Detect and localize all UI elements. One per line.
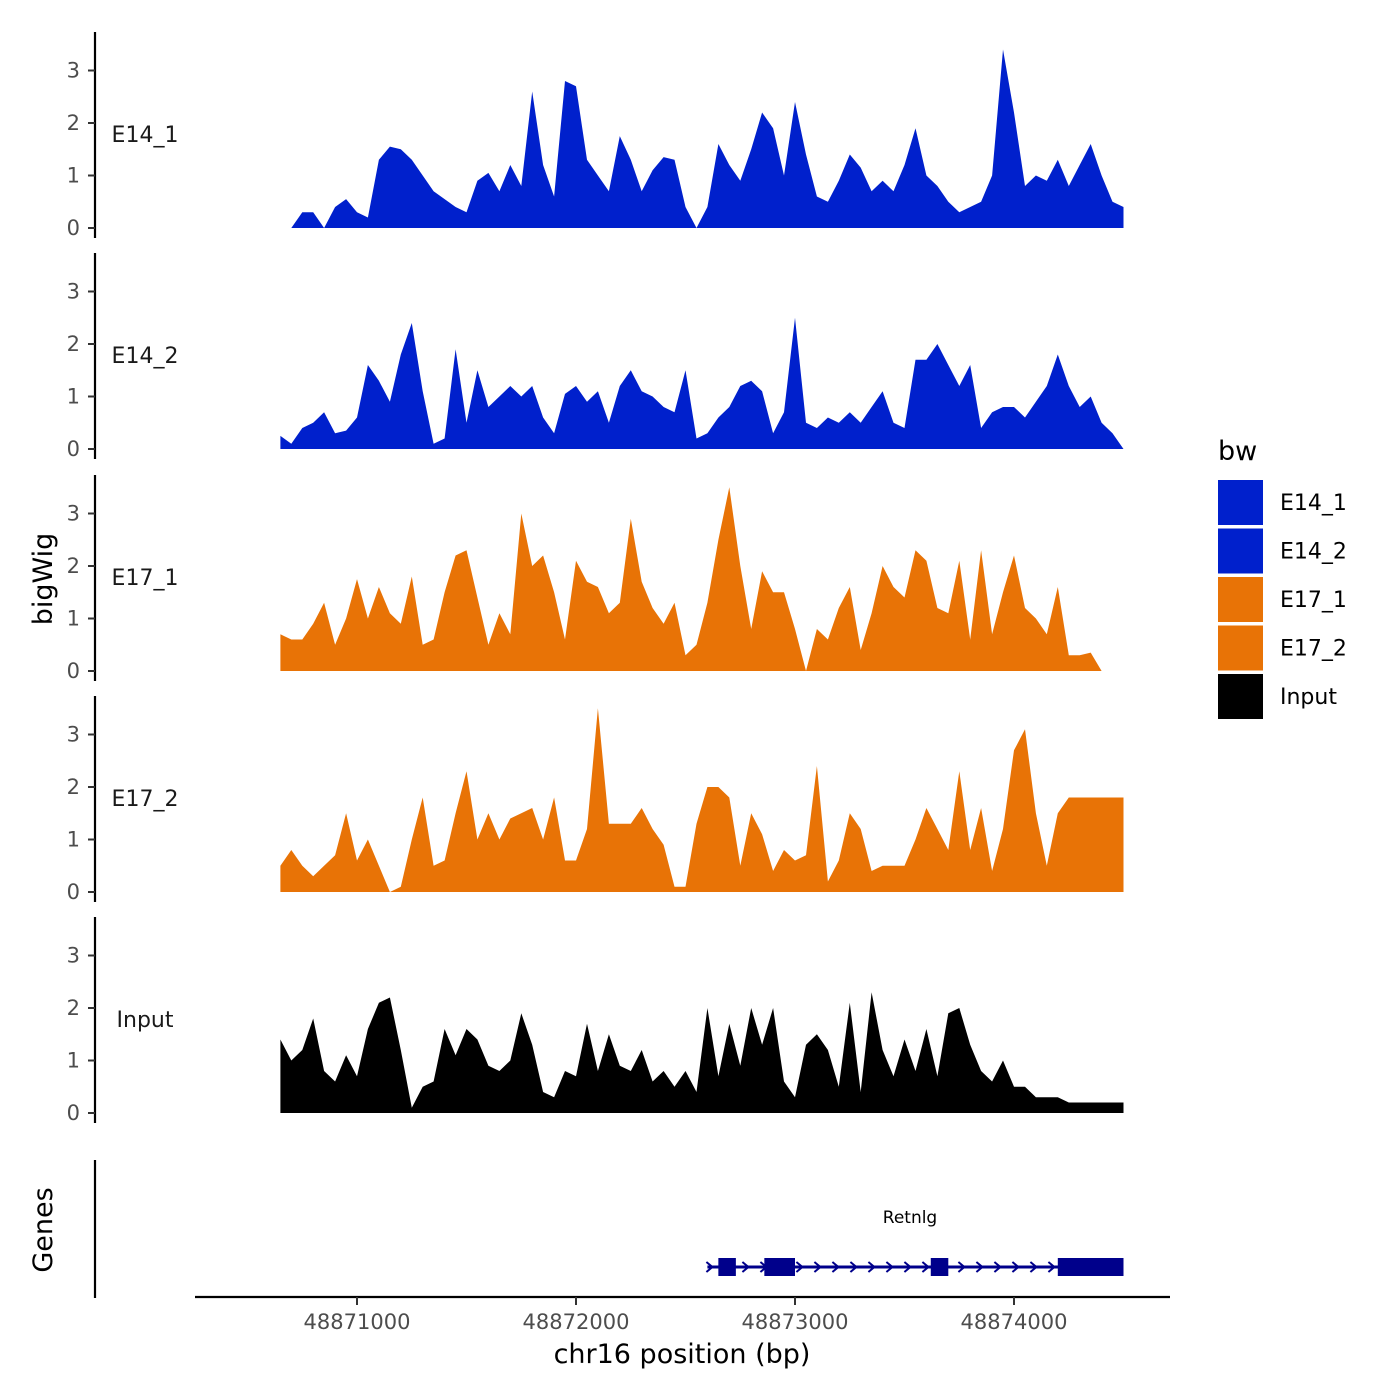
y-tick-label: 0 [67, 437, 80, 461]
y-axis-title: bigWig [28, 533, 59, 626]
legend-title: bw [1218, 436, 1257, 467]
y-tick-label: 1 [67, 607, 80, 631]
strand-arrow [975, 1261, 984, 1273]
legend-label: E14_2 [1280, 540, 1347, 565]
y-tick-label: 3 [67, 280, 80, 304]
y-tick-label: 2 [67, 332, 80, 356]
strand-arrow [741, 1261, 750, 1273]
y-tick-label: 3 [67, 59, 80, 83]
legend-label: E17_1 [1280, 588, 1347, 613]
track-label: E17_2 [112, 787, 179, 812]
y-tick-label: 1 [67, 164, 80, 188]
gene-exon [1057, 1258, 1124, 1276]
track-area-e14-2 [280, 317, 1124, 449]
gene-name-label: Retnlg [883, 1208, 937, 1228]
legend-swatch [1218, 577, 1263, 622]
track-input: 0 1 2 3 Input [67, 917, 1124, 1125]
strand-arrow [993, 1261, 1002, 1273]
x-axis: 48871000 48872000 48873000 48874000 [195, 1295, 1170, 1334]
y-tick-label: 1 [67, 385, 80, 409]
track-area-e14-1 [291, 49, 1124, 228]
y-tick-label: 2 [67, 996, 80, 1020]
track-e17-1: 0 1 2 3 E17_1 [67, 475, 1124, 683]
strand-arrow [795, 1261, 804, 1273]
strand-arrow [921, 1261, 930, 1273]
strand-arrow [885, 1261, 894, 1273]
legend-label: Input [1280, 685, 1337, 710]
legend-swatch [1218, 674, 1263, 719]
track-area-e17-2 [280, 708, 1124, 892]
x-tick-label: 48871000 [304, 1310, 411, 1334]
y-tick-label: 3 [67, 723, 80, 747]
y-tick-label: 1 [67, 1049, 80, 1073]
gene-exon [718, 1258, 736, 1276]
legend: bw E14_1 E14_2 E17_1 E17_2 Input [1218, 436, 1347, 719]
strand-arrow [1047, 1261, 1056, 1273]
strand-arrow [1011, 1261, 1020, 1273]
gene-exon [930, 1258, 949, 1276]
strand-arrow [705, 1261, 714, 1273]
legend-label: E17_2 [1280, 637, 1347, 662]
y-tick-label: 3 [67, 944, 80, 968]
y-tick-label: 2 [67, 554, 80, 578]
y-tick-label: 2 [67, 111, 80, 135]
x-axis-title: chr16 position (bp) [554, 1339, 811, 1370]
legend-swatch [1218, 480, 1263, 525]
y-tick-label: 0 [67, 216, 80, 240]
track-area-input [280, 992, 1124, 1113]
strand-arrow [849, 1261, 858, 1273]
y-tick-label: 0 [67, 659, 80, 683]
strand-arrow [813, 1261, 822, 1273]
genes-track-title: Genes [28, 1187, 59, 1272]
strand-arrow [867, 1261, 876, 1273]
y-tick-label: 1 [67, 828, 80, 852]
track-label: E17_1 [112, 566, 179, 591]
tracks-panel: 0 1 2 3 E14_1 0 1 2 3 E14_2 0 1 2 3 E17_1 0 1 2 3 E17_2 0 1 2 3… [67, 32, 1124, 1125]
y-tick-label: 3 [67, 502, 80, 526]
strand-arrow [1029, 1261, 1038, 1273]
legend-swatch [1218, 625, 1263, 671]
y-tick-label: 0 [67, 1101, 80, 1125]
track-e14-2: 0 1 2 3 E14_2 [67, 253, 1124, 461]
track-label: E14_2 [112, 344, 179, 369]
track-label: Input [117, 1008, 174, 1033]
legend-swatch [1218, 528, 1263, 574]
legend-label: E14_1 [1280, 491, 1347, 516]
strand-arrow [903, 1261, 912, 1273]
y-tick-label: 2 [67, 775, 80, 799]
genes-panel: Retnlg [93, 1160, 1124, 1298]
x-tick-label: 48873000 [742, 1310, 849, 1334]
strand-arrow [831, 1261, 840, 1273]
track-area-e17-1 [280, 487, 1124, 671]
track-e17-2: 0 1 2 3 E17_2 [67, 696, 1124, 904]
x-tick-label: 48874000 [961, 1310, 1068, 1334]
track-label: E14_1 [112, 123, 179, 148]
strand-arrow [957, 1261, 966, 1273]
gene-exon [764, 1258, 795, 1276]
x-tick-label: 48872000 [523, 1310, 630, 1334]
track-e14-1: 0 1 2 3 E14_1 [67, 32, 1124, 240]
y-tick-label: 0 [67, 880, 80, 904]
